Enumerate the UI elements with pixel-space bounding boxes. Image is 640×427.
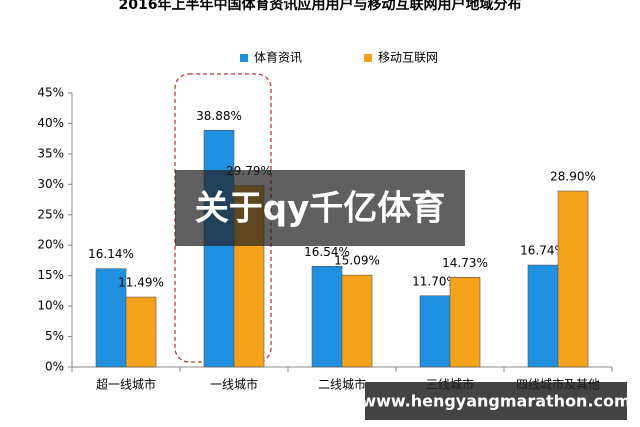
bar	[203, 129, 235, 368]
bar	[341, 274, 373, 368]
x-tick-label: 一线城市	[210, 377, 258, 392]
bar	[449, 277, 481, 368]
legend-swatch	[364, 54, 372, 62]
y-tick-label: 5%	[45, 329, 64, 343]
chart-title: 2016年上半年中国体育资讯应用用户与移动互联网用户地域分布	[119, 0, 522, 13]
y-tick-label: 30%	[37, 177, 64, 191]
value-label: 28.90%	[550, 170, 596, 184]
y-tick-label: 40%	[37, 116, 64, 130]
x-tick-label: 二线城市	[318, 377, 366, 392]
value-label: 16.74%	[520, 244, 566, 258]
y-tick-label: 20%	[37, 238, 64, 252]
url-text: www.hengyangmarathon.com	[361, 392, 630, 411]
banner-text: 关于qy千亿体育	[195, 189, 446, 229]
y-tick-label: 25%	[37, 207, 64, 221]
bar	[125, 296, 157, 368]
bar	[311, 265, 343, 368]
bar	[419, 295, 451, 368]
y-tick-label: 0%	[45, 360, 64, 374]
value-label: 15.09%	[334, 254, 380, 268]
url-bg	[365, 382, 627, 420]
value-label: 14.73%	[442, 256, 488, 270]
value-label: 11.49%	[118, 276, 164, 290]
y-tick-label: 35%	[37, 146, 64, 160]
y-tick-label: 15%	[37, 268, 64, 282]
x-tick-label: 超一线城市	[96, 377, 156, 392]
legend-swatch	[240, 54, 248, 62]
bar	[557, 190, 589, 368]
y-tick-label: 10%	[37, 299, 64, 313]
value-label: 38.88%	[196, 109, 242, 123]
value-label: 11.70%	[412, 274, 458, 288]
bar	[527, 264, 559, 368]
bar	[95, 268, 127, 368]
legend-label: 移动互联网	[378, 51, 438, 65]
y-tick-label: 45%	[37, 86, 64, 100]
legend-label: 体育资讯	[254, 50, 302, 65]
value-label: 16.54%	[304, 245, 350, 259]
banner-bg	[175, 170, 465, 246]
value-label: 16.14%	[88, 247, 134, 261]
